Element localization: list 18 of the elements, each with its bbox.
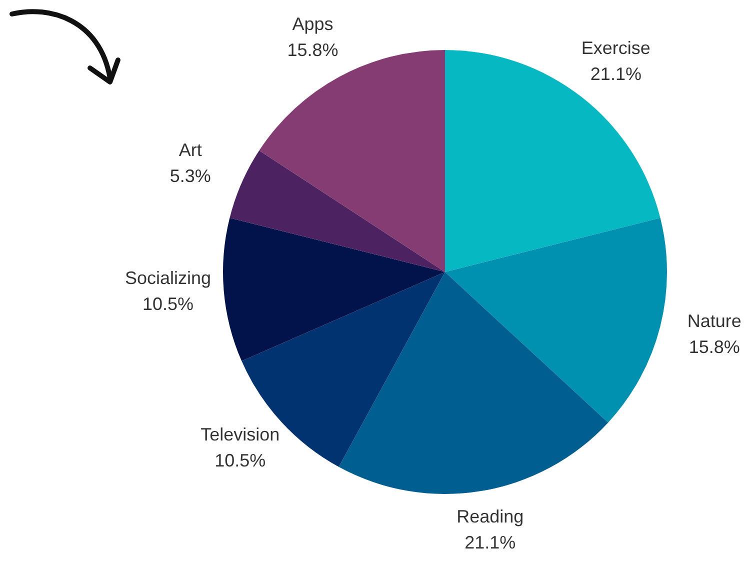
data-label: 15.8% <box>287 40 338 60</box>
pie-slice <box>445 218 667 423</box>
slice-label: Apps <box>292 14 334 34</box>
data-label: 10.5% <box>142 294 194 314</box>
slice-label: Art <box>178 140 202 160</box>
data-label: 5.3% <box>170 166 211 186</box>
slice-label: Exercise <box>581 38 650 58</box>
data-label: 15.8% <box>688 337 740 358</box>
data-label: 10.5% <box>214 450 266 470</box>
slice-label: Socializing <box>124 268 211 288</box>
pie-slice <box>223 218 445 362</box>
data-label: 21.1% <box>590 64 642 84</box>
pie-slice <box>230 150 445 272</box>
slice-label: Television <box>200 424 280 444</box>
data-label: 21.1% <box>464 532 516 552</box>
pie-slice <box>338 272 608 494</box>
slice-label: Nature <box>687 311 742 332</box>
slice-label: Reading <box>456 506 524 526</box>
